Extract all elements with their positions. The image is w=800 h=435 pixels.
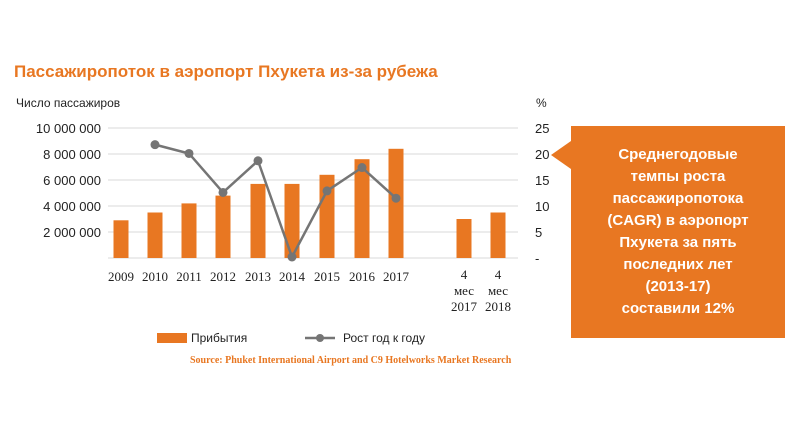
x-tick-label: 4 <box>461 267 468 282</box>
growth-point <box>150 140 160 150</box>
x-tick-label: 2011 <box>176 269 202 284</box>
bar <box>456 219 472 258</box>
chart-title: Пассажиропоток в аэропорт Пхукета из-за … <box>14 62 438 81</box>
right-tick-label: 5 <box>535 225 542 240</box>
x-tick-label: 2012 <box>210 269 236 284</box>
growth-point <box>391 193 401 203</box>
bar <box>284 183 300 258</box>
legend-line-marker <box>316 334 324 342</box>
bar <box>147 212 163 258</box>
growth-point <box>322 186 332 196</box>
left-axis-ticks: 10 000 000 8 000 000 6 000 000 4 000 000 2 0… <box>36 121 101 240</box>
legend-bar-swatch <box>157 333 187 343</box>
growth-line <box>154 143 397 261</box>
callout-text: Среднегодовые темпы роста пассажиропоток… <box>607 146 749 317</box>
legend-bar-label: Прибытия <box>191 331 247 345</box>
x-tick-label: мес <box>454 283 474 298</box>
bar <box>388 148 404 258</box>
bar <box>250 183 266 258</box>
right-tick-label: 10 <box>535 199 549 214</box>
x-tick-label: 2018 <box>485 299 511 314</box>
x-tick-label: мес <box>488 283 508 298</box>
y-axis-right-label: % <box>536 96 547 110</box>
y-axis-left-label: Число пассажиров <box>16 96 120 110</box>
callout-arrow <box>551 141 571 169</box>
x-tick-label: 2017 <box>383 269 410 284</box>
cagr-callout: Среднегодовые темпы роста пассажиропоток… <box>571 126 785 338</box>
line-series <box>150 140 401 262</box>
left-tick-label: 10 000 000 <box>36 121 101 136</box>
x-tick-label: 2010 <box>142 269 168 284</box>
right-tick-label: - <box>535 251 539 266</box>
growth-point <box>218 187 228 197</box>
right-tick-label: 15 <box>535 173 549 188</box>
right-tick-label: 20 <box>535 147 549 162</box>
x-tick-label: 2017 <box>451 299 478 314</box>
left-tick-label: 2 000 000 <box>43 225 101 240</box>
x-tick-label: 4 <box>495 267 502 282</box>
growth-point <box>184 148 194 158</box>
chart-plot: 10 000 000 8 000 000 6 000 000 4 000 000 2 0… <box>16 96 549 345</box>
right-axis-ticks: 25 20 15 10 5 - <box>535 121 549 266</box>
right-tick-label: 25 <box>535 121 549 136</box>
growth-point <box>357 163 367 173</box>
left-tick-label: 4 000 000 <box>43 199 101 214</box>
x-tick-label: 2016 <box>349 269 376 284</box>
x-tick-label: 2013 <box>245 269 271 284</box>
bar <box>354 159 370 258</box>
left-tick-label: 6 000 000 <box>43 173 101 188</box>
x-axis-labels: 2009 2010 2011 2012 2013 2014 2015 2016 2017 4мес… <box>108 267 511 314</box>
bar <box>490 212 506 258</box>
legend: Прибытия Рост год к году <box>157 331 425 345</box>
gridlines <box>108 127 518 259</box>
left-tick-label: 8 000 000 <box>43 147 101 162</box>
bar <box>181 203 197 258</box>
growth-point <box>253 156 263 166</box>
x-tick-label: 2014 <box>279 269 306 284</box>
x-tick-label: 2009 <box>108 269 134 284</box>
source-note: Source: Phuket International Airport and… <box>190 355 512 366</box>
bar <box>113 220 129 258</box>
growth-point <box>287 252 297 262</box>
x-tick-label: 2015 <box>314 269 340 284</box>
bar <box>215 195 231 258</box>
legend-line-label: Рост год к году <box>343 331 425 345</box>
bar-series <box>113 148 506 258</box>
